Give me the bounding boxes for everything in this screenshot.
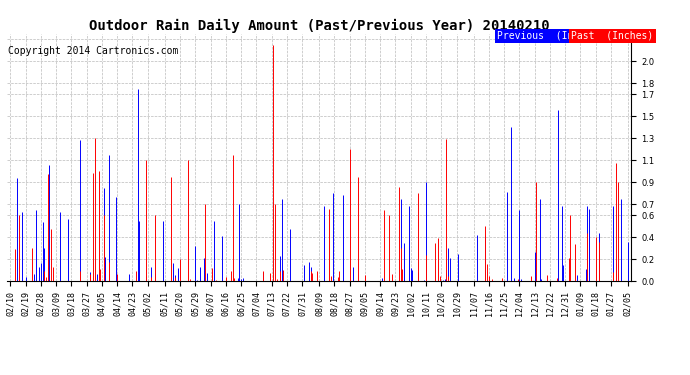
- Title: Outdoor Rain Daily Amount (Past/Previous Year) 20140210: Outdoor Rain Daily Amount (Past/Previous…: [89, 18, 549, 33]
- Text: Previous  (Inches): Previous (Inches): [497, 31, 602, 41]
- Text: Copyright 2014 Cartronics.com: Copyright 2014 Cartronics.com: [8, 46, 179, 56]
- Text: Past  (Inches): Past (Inches): [571, 31, 653, 41]
